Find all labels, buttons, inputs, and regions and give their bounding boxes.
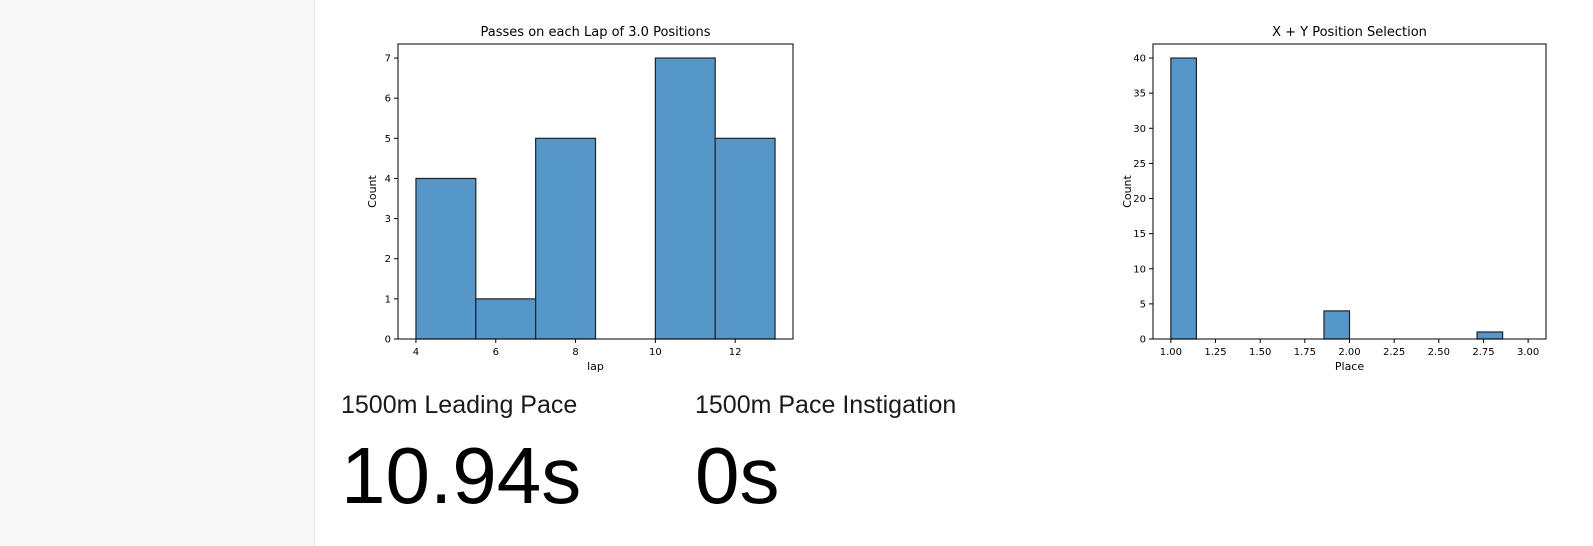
position-chart-y-axis-label: Count (1121, 174, 1134, 207)
position-chart-x-tick-label: 3.00 (1517, 347, 1539, 358)
passes-chart-y-tick-label: 5 (385, 134, 391, 145)
position-chart-bar (1476, 331, 1504, 340)
position-chart-x-tick-label: 1.50 (1249, 347, 1271, 358)
position-chart-y-tick-label: 5 (1140, 299, 1146, 310)
passes-chart-bar (714, 137, 776, 340)
position-chart-x-tick-label: 2.25 (1383, 347, 1405, 358)
position-chart-y-tick-label: 0 (1140, 335, 1146, 346)
chart-position-selection-svg: X + Y Position Selection 1.00 1.25 1.50 1.75… (1121, 25, 1547, 373)
position-chart-x-tick-label: 1.75 (1294, 347, 1316, 358)
passes-chart-x-tick-label: 12 (729, 347, 742, 358)
metric-leading-pace-value: 10.94s (341, 431, 582, 520)
position-chart-bar (1170, 57, 1197, 340)
passes-chart-frame (397, 43, 794, 340)
position-chart-title: X + Y Position Selection (1272, 25, 1427, 40)
passes-chart-y-tick-label: 2 (385, 254, 391, 265)
metric-pace-instigation-label: 1500m Pace Instigation (695, 391, 957, 419)
position-chart-frame (1152, 43, 1547, 340)
passes-chart-x-tick-label: 10 (649, 347, 662, 358)
position-chart-y-tick-label: 15 (1133, 229, 1146, 240)
passes-chart-y-axis-label: Count (366, 174, 379, 207)
metric-pace-instigation: 1500m Pace Instigation 0s (695, 390, 956, 516)
metric-leading-pace: 1500m Leading Pace 10.94s (341, 390, 581, 516)
passes-chart-bar (475, 298, 537, 340)
metric-leading-pace-label: 1500m Leading Pace (341, 391, 578, 419)
passes-chart-x-axis-label: lap (587, 360, 604, 373)
passes-chart-x-tick-label: 4 (413, 347, 419, 358)
passes-chart-bar (654, 57, 716, 340)
position-chart-x-tick-label: 1.25 (1204, 347, 1226, 358)
position-chart-x-tick-label: 1.00 (1160, 347, 1182, 358)
position-chart-y-tick-label: 40 (1133, 54, 1146, 65)
position-chart-y-tick-label: 10 (1133, 264, 1146, 275)
passes-chart-y-tick-label: 4 (385, 174, 391, 185)
metric-pace-instigation-value: 0s (695, 431, 780, 520)
passes-chart-y-tick-label: 1 (385, 294, 391, 305)
sidebar (0, 0, 315, 546)
position-chart-x-axis-label: Place (1335, 360, 1364, 373)
position-chart-y-tick-label: 20 (1133, 194, 1146, 205)
passes-chart-bar (415, 177, 477, 340)
passes-chart-x-tick-label: 6 (493, 347, 499, 358)
passes-chart-bar (535, 137, 597, 340)
chart-passes-per-lap: Passes on each Lap of 3.0 Positions 4 6 8 10… (352, 0, 812, 380)
position-chart-y-tick-label: 25 (1133, 159, 1146, 170)
position-chart-x-tick-label: 2.75 (1472, 347, 1494, 358)
passes-chart-y-tick-label: 7 (385, 54, 391, 65)
position-chart-y-tick-label: 30 (1133, 124, 1146, 135)
passes-chart-y-tick-label: 6 (385, 94, 391, 105)
passes-chart-x-tick-label: 8 (572, 347, 578, 358)
position-chart-x-tick-label: 2.50 (1428, 347, 1450, 358)
position-chart-y-tick-label: 35 (1133, 89, 1146, 100)
chart-position-selection: X + Y Position Selection 1.00 1.25 1.50 1.75… (1100, 0, 1560, 380)
position-chart-x-tick-label: 2.00 (1338, 347, 1360, 358)
passes-chart-title: Passes on each Lap of 3.0 Positions (481, 25, 711, 40)
passes-chart-y-tick-label: 3 (385, 214, 391, 225)
position-chart-bar (1323, 310, 1351, 340)
passes-chart-y-tick-label: 0 (385, 335, 391, 346)
